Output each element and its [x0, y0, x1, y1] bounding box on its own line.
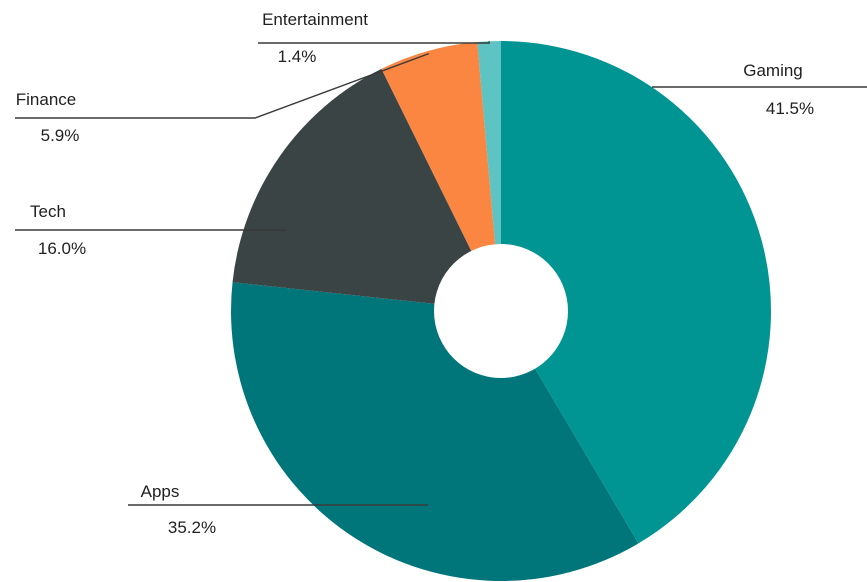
- slice-tech: [232, 68, 501, 311]
- slice-value-gaming: 41.5%: [766, 99, 814, 118]
- donut-hole: [434, 244, 568, 378]
- slice-label-apps: Apps: [141, 482, 180, 501]
- slice-label-entertainment: Entertainment: [262, 10, 368, 29]
- slice-value-entertainment: 1.4%: [278, 47, 317, 66]
- leader-line-finance: [15, 52, 430, 119]
- leaders-layer: [15, 41, 867, 506]
- labels-layer: Gaming 41.5% Apps 35.2% Tech 16.0% Finance 5.9%…: [16, 10, 814, 537]
- slices-layer: [230, 41, 771, 581]
- slice-entertainment: [477, 41, 501, 311]
- slice-finance: [381, 42, 501, 312]
- slice-label-tech: Tech: [30, 202, 66, 221]
- slice-value-finance: 5.9%: [41, 126, 80, 145]
- slice-value-apps: 35.2%: [168, 518, 216, 537]
- slice-value-tech: 16.0%: [38, 239, 86, 258]
- leader-line-entertainment: [258, 41, 490, 44]
- slice-gaming: [501, 41, 771, 544]
- slice-label-gaming: Gaming: [743, 61, 803, 80]
- slice-apps: [230, 282, 639, 581]
- slice-label-finance: Finance: [16, 90, 76, 109]
